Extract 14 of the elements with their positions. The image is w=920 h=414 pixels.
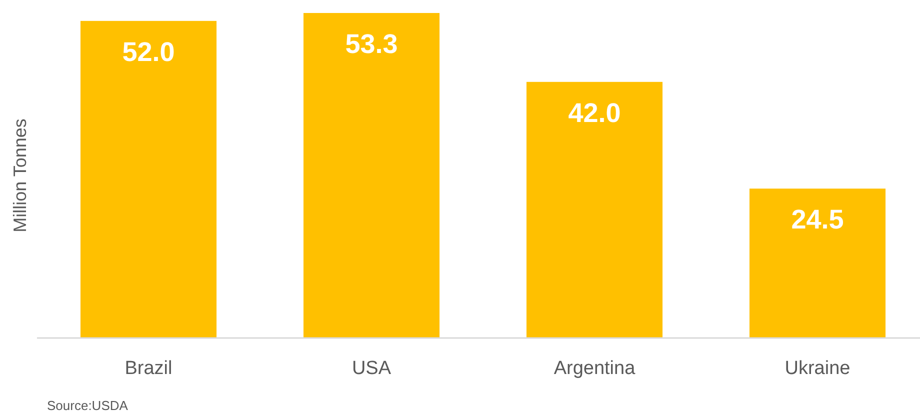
- y-axis-title: Million Tonnes: [10, 118, 30, 232]
- x-tick-label: Argentina: [554, 358, 636, 379]
- bar: [749, 188, 886, 338]
- source-note: Source:USDA: [47, 398, 128, 413]
- bar: [80, 20, 217, 338]
- bar: [303, 13, 440, 338]
- x-tick-label: USA: [352, 358, 392, 379]
- x-tick-label: Brazil: [124, 358, 172, 379]
- data-label: 53.3: [345, 29, 398, 59]
- data-label: 42.0: [568, 98, 621, 128]
- x-tick-label: Ukraine: [784, 358, 850, 379]
- bar: [526, 82, 663, 338]
- data-label: 52.0: [122, 36, 175, 67]
- data-label: 24.5: [791, 204, 844, 235]
